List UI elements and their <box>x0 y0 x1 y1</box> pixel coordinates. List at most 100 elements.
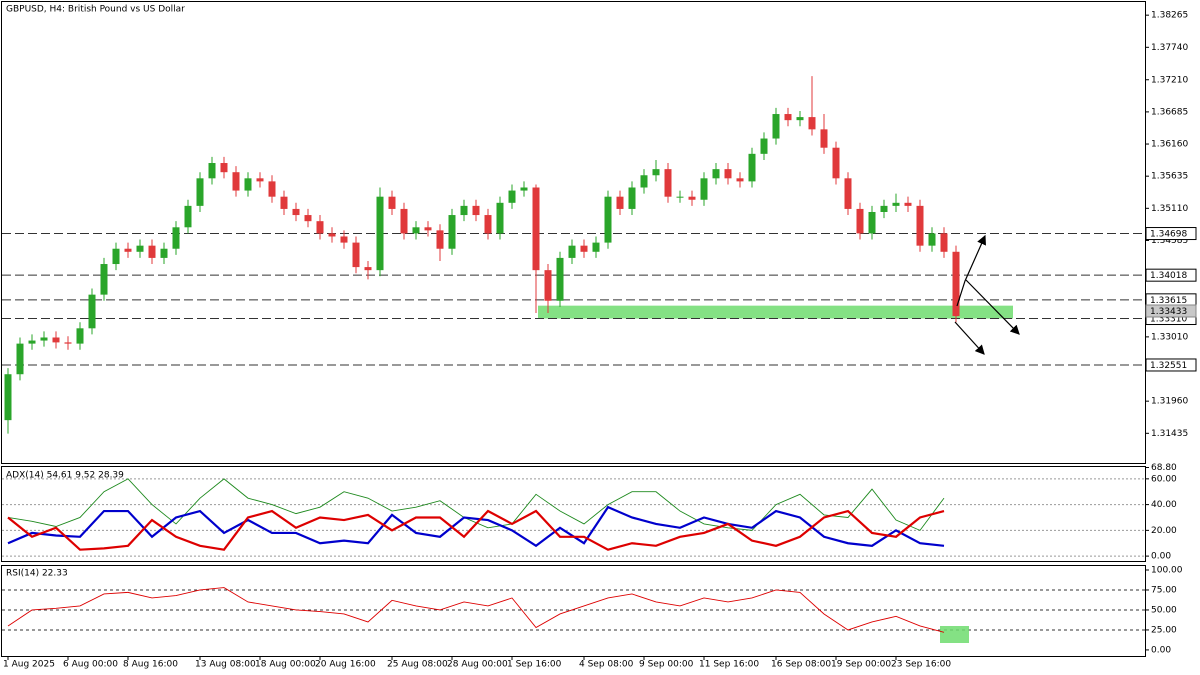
y-tick-label: 60.00 <box>1151 474 1177 484</box>
candle-body <box>796 117 804 121</box>
candle-body <box>640 175 648 188</box>
candle-body <box>280 196 288 209</box>
y-tick-label: 1.37740 <box>1151 43 1188 53</box>
candle-body <box>760 138 768 154</box>
candle-body <box>316 221 324 234</box>
candle-body <box>664 169 672 197</box>
candle-body <box>64 342 72 344</box>
candle-body <box>772 114 780 139</box>
x-tick-label: 23 Sep 16:00 <box>891 660 951 670</box>
candle-body <box>592 242 600 252</box>
arrows <box>954 234 1020 355</box>
candle-body <box>712 169 720 179</box>
candle-body <box>88 294 96 329</box>
candle-body <box>508 190 516 203</box>
candle-body <box>148 245 156 258</box>
candle-body <box>808 117 816 130</box>
level-box <box>1145 268 1197 282</box>
chart-title: GBPUSD, H4: British Pound vs US Dollar <box>6 5 185 15</box>
candle-body <box>412 227 420 234</box>
candle-body <box>76 328 84 344</box>
x-tick-label: 8 Aug 16:00 <box>123 660 178 670</box>
candle-body <box>952 251 960 317</box>
candle-body <box>580 245 588 252</box>
y-tick-label: 40.00 <box>1151 500 1177 510</box>
y-tick-label: 0.00 <box>1151 645 1171 655</box>
y-tick-label: 1.33010 <box>1151 332 1188 342</box>
candle-body <box>568 245 576 258</box>
indicator-line <box>7 587 945 633</box>
price-label: 1.33433 <box>1150 307 1187 317</box>
x-tick-label: 1 Aug 2025 <box>3 660 55 670</box>
candle-body <box>388 196 396 209</box>
candle-body <box>880 205 888 212</box>
x-tick-label: 6 Aug 00:00 <box>63 660 118 670</box>
y-tick-label: 0.00 <box>1151 552 1171 562</box>
candle-body <box>940 233 948 252</box>
candle-body <box>160 248 168 258</box>
candle-body <box>868 211 876 234</box>
candle-body <box>532 187 540 271</box>
candle-body <box>364 267 372 271</box>
candle-body <box>124 248 132 252</box>
level-box <box>1145 227 1197 241</box>
candle-body <box>628 187 636 209</box>
candle-body <box>448 215 456 249</box>
candle-body <box>16 343 24 375</box>
candle-body <box>616 196 624 209</box>
level-label: 1.34018 <box>1150 271 1187 281</box>
y-tick-label: 1.36160 <box>1151 140 1188 150</box>
candle-body <box>172 227 180 249</box>
y-tick-label: 1.35635 <box>1151 172 1188 182</box>
candle-body <box>904 202 912 206</box>
x-tick-label: 11 Sep 16:00 <box>699 660 759 670</box>
x-tick-label: 13 Aug 08:00 <box>195 660 256 670</box>
candle-body <box>472 205 480 216</box>
candle-body <box>520 187 528 191</box>
zone <box>538 305 1013 319</box>
y-tick-label: 1.38265 <box>1151 11 1188 21</box>
candle-body <box>112 248 120 265</box>
candle-body <box>208 163 216 179</box>
price-box <box>1145 304 1197 318</box>
candle-body <box>268 181 276 197</box>
candle-body <box>736 178 744 182</box>
x-tick-label: 19 Sep 00:00 <box>831 660 891 670</box>
y-tick-label: 50.00 <box>1151 605 1177 615</box>
candle-body <box>196 178 204 206</box>
candle-body <box>892 202 900 206</box>
x-tick-label: 20 Aug 16:00 <box>315 660 376 670</box>
candle-body <box>820 129 828 148</box>
y-tick-label: 20.00 <box>1151 526 1177 536</box>
y-tick-label: 75.00 <box>1151 585 1177 595</box>
candle-body <box>232 172 240 191</box>
y-tick-label: 1.35110 <box>1151 204 1188 214</box>
candle-body <box>184 205 192 228</box>
candle-body <box>328 233 336 237</box>
candle-body <box>460 205 468 216</box>
candle-body <box>400 208 408 234</box>
rsi-title: RSI(14) 22.33 <box>6 569 68 579</box>
adx-title: ADX(14) 54.61 9.52 28.39 <box>6 471 124 481</box>
x-tick-label: 1 Sep 16:00 <box>507 660 562 670</box>
level-label: 1.33615 <box>1150 296 1187 306</box>
candle-body <box>28 340 36 344</box>
candle-body <box>604 196 612 243</box>
level-label: 1.34698 <box>1150 230 1187 240</box>
candle-body <box>244 178 252 191</box>
indicator-line <box>7 509 945 551</box>
x-tick-label: 28 Aug 00:00 <box>447 660 508 670</box>
candle-body <box>700 178 708 200</box>
candle-body <box>136 245 144 252</box>
candle-body <box>748 153 756 182</box>
candle-body <box>4 374 12 421</box>
y-tick-label: 25.00 <box>1151 625 1177 635</box>
x-tick-label: 4 Sep 08:00 <box>579 660 634 670</box>
candle-body <box>424 227 432 231</box>
rsi-panel <box>1 565 1146 657</box>
highlight <box>940 626 969 643</box>
candle-body <box>916 205 924 246</box>
candle-body <box>256 178 264 182</box>
candle-body <box>40 337 48 341</box>
